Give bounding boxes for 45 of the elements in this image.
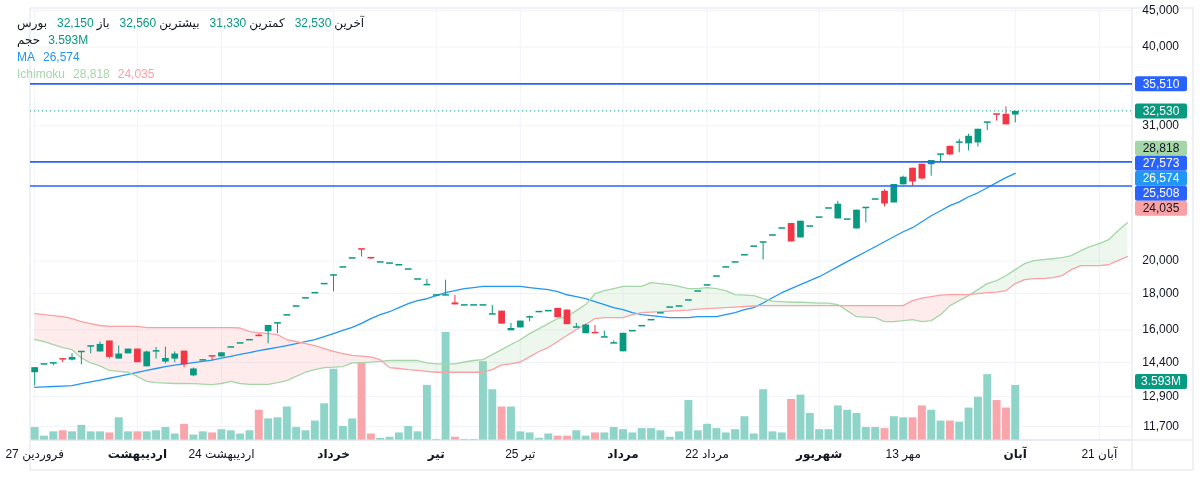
x-tick-label: 21 آبان [1081, 446, 1118, 462]
ref-line-label: 35,510 [1142, 76, 1180, 91]
y-tick-label: 20,000 [1142, 253, 1180, 268]
annotation: 26,574 [43, 50, 81, 65]
y-tick-label: 31,000 [1142, 117, 1180, 132]
x-tick-label: تیر [426, 447, 445, 462]
text: حجم [17, 33, 41, 48]
x-tick-label: 22 مرداد [685, 447, 729, 463]
text: MA [17, 50, 35, 65]
annotation: 32,560 [119, 16, 157, 31]
y-tick-label: 18,000 [1142, 285, 1180, 300]
x-tick-label: خرداد [317, 447, 350, 462]
x-tick-label: 24 اردیبهشت [188, 447, 255, 463]
ref-line-label: 25,508 [1142, 185, 1180, 200]
ref-line-label: 32,530 [1142, 103, 1180, 118]
y-tick-label: 12,900 [1142, 388, 1180, 403]
annotation: بورس [17, 16, 47, 32]
x-tick-label: اردیبهشت [107, 447, 168, 462]
text: Ichimoku [17, 67, 66, 82]
text: 28,818 [1142, 140, 1180, 155]
text: 3.593M [48, 33, 89, 48]
y-tick-label: 40,000 [1142, 39, 1180, 54]
y-tick-label: 11,700 [1143, 418, 1180, 433]
x-tick-label: مرداد [607, 447, 639, 462]
text: 3.593M [1140, 374, 1182, 389]
annotation: 24,035 [117, 67, 155, 82]
x-tick-label: 25 تیر [505, 447, 536, 463]
ref-line-label: 27,573 [1142, 155, 1180, 170]
annotation: بیشترین [159, 16, 200, 32]
text: 24,035 [1142, 200, 1180, 215]
text: 26,574 [1142, 170, 1180, 185]
annotation: 31,330 [209, 16, 247, 31]
y-tick-label: 45,000 [1142, 2, 1180, 17]
x-tick-label: شهریور [795, 447, 843, 463]
annotation: کمترین [249, 16, 285, 32]
annotation: آخرین [334, 15, 365, 32]
annotation: 32,530 [294, 16, 332, 31]
annotation: باز [95, 16, 110, 32]
y-tick-label: 16,000 [1142, 322, 1180, 337]
x-tick-label: 27 فروردین [5, 447, 64, 463]
x-tick-label: 13 مهر [885, 447, 921, 463]
annotation: 32,150 [56, 16, 95, 31]
y-tick-label: 14,400 [1142, 354, 1180, 369]
annotation: 28,818 [73, 67, 111, 82]
x-tick-label: آبان [1003, 446, 1028, 462]
